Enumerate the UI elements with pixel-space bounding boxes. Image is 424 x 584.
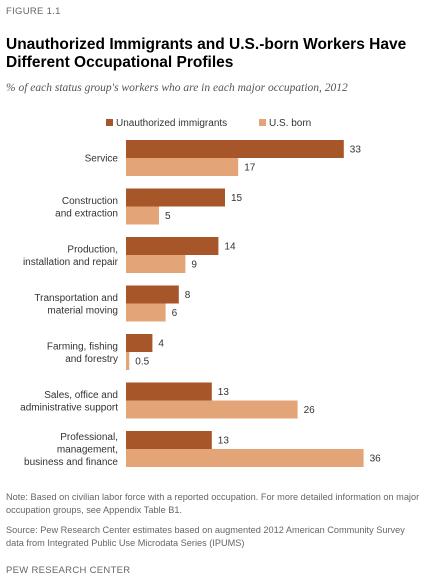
category-label-line: installation and repair <box>23 257 119 268</box>
value-label-1-5: 26 <box>304 405 316 416</box>
legend-swatch-0 <box>106 119 113 126</box>
category-label-line: management, <box>57 445 118 456</box>
chart-legend: Unauthorized immigrants U.S. born <box>106 118 311 129</box>
bar-1-3 <box>126 303 166 322</box>
value-label-0-1: 15 <box>231 193 243 204</box>
category-label-line: Sales, office and <box>44 390 118 401</box>
chart-source: Source: Pew Research Center estimates ba… <box>6 525 405 548</box>
category-label-3: Transportation and material moving <box>34 293 118 317</box>
value-labels: 33 17 15 5 14 9 86 4 0.5 13 26 13 36 <box>135 145 381 465</box>
category-label-1: Construction and extraction <box>55 196 118 220</box>
chart-title: Unauthorized Immigrants and U.S.-born Wo… <box>6 36 407 71</box>
category-label-line: Professional, <box>60 432 118 443</box>
legend-swatch-1 <box>259 119 266 126</box>
bar-1-4 <box>126 352 130 370</box>
value-label-0-3: 8 <box>185 290 191 301</box>
category-label-line: Service <box>85 154 119 165</box>
bar-0-6 <box>126 431 212 449</box>
chart-subtitle: % of each status group's workers who are… <box>6 82 348 94</box>
bar-1-6 <box>126 449 364 467</box>
bar-1-5 <box>126 400 298 419</box>
category-label-0: Service <box>85 154 119 165</box>
legend-label-0: Unauthorized immigrants <box>116 118 227 129</box>
bar-0-3 <box>126 285 179 304</box>
category-label-line: Transportation and <box>34 293 118 304</box>
credit-line: PEW RESEARCH CENTER <box>6 565 131 576</box>
bar-0-0 <box>126 140 344 158</box>
value-label-0-0: 33 <box>350 145 362 156</box>
value-label-0-4: 4 <box>158 339 164 350</box>
value-label-1-1: 5 <box>165 211 171 222</box>
bar-1-2 <box>126 255 186 273</box>
category-label-line: material moving <box>47 305 118 316</box>
value-label-0-6: 13 <box>218 436 230 447</box>
figure-label: FIGURE 1.1 <box>6 6 61 17</box>
chart-note: Note: Based on civilian labor force with… <box>6 492 420 515</box>
category-label-6: Professional, management, business and fin… <box>24 432 118 468</box>
value-label-1-4: 0.5 <box>135 357 149 368</box>
value-label-0-2: 14 <box>224 242 236 253</box>
bar-0-5 <box>126 382 212 401</box>
category-label-line: administrative support <box>20 402 118 413</box>
bar-chart: Unauthorized immigrants U.S. born Service… <box>20 118 381 469</box>
value-label-1-2: 9 <box>191 260 197 271</box>
bar-1-1 <box>126 206 159 225</box>
bar-0-2 <box>126 237 219 255</box>
bar-1-0 <box>126 158 239 176</box>
value-label-1-0: 17 <box>244 163 256 174</box>
value-label-1-6: 36 <box>370 454 382 465</box>
category-label-line: Construction <box>62 196 118 207</box>
category-label-line: business and finance <box>24 457 118 468</box>
category-label-line: and forestry <box>65 354 118 365</box>
bar-0-4 <box>126 334 153 352</box>
bar-0-1 <box>126 188 225 207</box>
category-label-line: Production, <box>67 244 118 255</box>
value-label-1-3: 6 <box>172 308 178 319</box>
legend-label-1: U.S. born <box>269 118 311 129</box>
chart-bars <box>126 140 364 467</box>
value-label-0-5: 13 <box>218 387 230 398</box>
category-label-2: Production, installation and repair <box>23 244 119 268</box>
category-label-4: Farming, fishing and forestry <box>47 341 118 365</box>
category-label-5: Sales, office and administrative support <box>20 390 118 414</box>
category-label-line: and extraction <box>55 208 118 219</box>
category-labels: Service Construction and extraction Product… <box>20 154 118 469</box>
category-label-line: Farming, fishing <box>47 341 118 352</box>
